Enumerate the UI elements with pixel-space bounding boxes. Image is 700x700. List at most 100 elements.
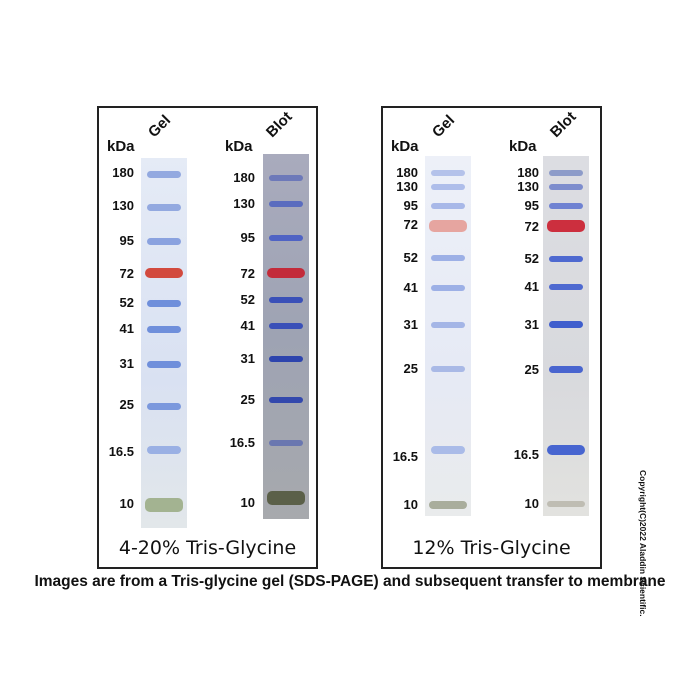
band-25	[269, 397, 303, 403]
band-16-5	[147, 446, 181, 454]
band-130	[147, 204, 181, 211]
panel-12-tris-glycine: kDa Gel 180 130 95 72 52 41 31 25 16.5 1…	[381, 106, 602, 569]
band-41	[269, 323, 303, 329]
band-31	[269, 356, 303, 362]
blot-lane-header-text: Blot	[262, 108, 296, 141]
band-10	[547, 501, 585, 507]
band-180	[147, 171, 181, 178]
band-52	[147, 300, 181, 307]
copyright-notice: Copyright(C)2022 Aladdin Scientific.	[638, 470, 648, 617]
band-72	[547, 220, 585, 232]
mw-label: 41	[119, 321, 134, 336]
gel-lane-header: Gel	[145, 112, 174, 141]
blot-unit-label: kDa	[509, 138, 537, 155]
band-10	[429, 501, 467, 509]
mw-label: 180	[233, 170, 255, 185]
mw-label: 16.5	[229, 435, 255, 450]
band-72	[145, 268, 183, 278]
gel-lane-header: Gel	[429, 112, 458, 141]
band-95	[269, 235, 303, 241]
band-41	[431, 285, 465, 291]
band-130	[431, 184, 465, 190]
mw-label: 180	[396, 165, 418, 180]
blot-lane	[543, 156, 589, 516]
mw-label: 16.5	[108, 444, 134, 459]
mw-label: 130	[396, 179, 418, 194]
mw-label: 41	[403, 280, 418, 295]
mw-label: 130	[517, 179, 539, 194]
band-31	[147, 361, 181, 368]
gel-unit-label: kDa	[107, 138, 135, 155]
mw-label: 25	[119, 397, 134, 412]
band-52	[549, 256, 583, 262]
blot-lane	[263, 154, 309, 519]
band-31	[431, 322, 465, 328]
mw-label: 25	[240, 392, 255, 407]
band-72	[267, 268, 305, 278]
band-16-5	[269, 440, 303, 446]
mw-label: 41	[240, 318, 255, 333]
mw-label: 130	[233, 196, 255, 211]
mw-label: 180	[517, 165, 539, 180]
mw-label: 95	[524, 198, 539, 213]
mw-label: 52	[403, 250, 418, 265]
band-130	[549, 184, 583, 190]
mw-label: 72	[119, 266, 134, 281]
band-180	[269, 175, 303, 181]
blot-lane-header-text: Blot	[546, 108, 580, 141]
band-25	[147, 403, 181, 410]
mw-label: 95	[240, 230, 255, 245]
blot-lane-header: Blot	[263, 108, 296, 141]
mw-label: 72	[403, 217, 418, 232]
band-95	[147, 238, 181, 245]
mw-label: 95	[403, 198, 418, 213]
mw-label: 31	[240, 351, 255, 366]
band-25	[431, 366, 465, 372]
band-52	[269, 297, 303, 303]
mw-label: 25	[403, 361, 418, 376]
blot-unit-label: kDa	[225, 138, 253, 155]
gel-lane-header-text: Gel	[144, 111, 175, 141]
gel-unit-label: kDa	[391, 138, 419, 155]
mw-label: 10	[403, 497, 418, 512]
band-72	[429, 220, 467, 232]
band-52	[431, 255, 465, 261]
mw-label: 10	[240, 495, 255, 510]
gel-lane-header-text: Gel	[428, 111, 459, 141]
band-130	[269, 201, 303, 207]
mw-label: 95	[119, 233, 134, 248]
band-41	[549, 284, 583, 290]
mw-label: 41	[524, 279, 539, 294]
mw-label: 10	[524, 496, 539, 511]
mw-label: 31	[119, 356, 134, 371]
mw-label: 180	[112, 165, 134, 180]
blot-lane-header: Blot	[547, 108, 580, 141]
mw-label: 72	[240, 266, 255, 281]
mw-label: 31	[403, 317, 418, 332]
band-41	[147, 326, 181, 333]
mw-label: 52	[240, 292, 255, 307]
band-10	[145, 498, 183, 512]
band-95	[431, 203, 465, 209]
mw-label: 31	[524, 317, 539, 332]
panel-title: 4-20% Tris-Glycine	[118, 537, 297, 559]
band-16-5	[431, 446, 465, 454]
gel-lane	[141, 158, 187, 528]
panel-4-20-tris-glycine: kDa Gel 180 130 95 72 52 41 31 25 16.5 1…	[97, 106, 318, 569]
band-180	[549, 170, 583, 176]
panel-title: 12% Tris-Glycine	[412, 537, 571, 559]
band-16-5	[547, 445, 585, 455]
mw-label: 72	[524, 219, 539, 234]
mw-label: 10	[119, 496, 134, 511]
mw-label: 52	[524, 251, 539, 266]
gel-lane	[425, 156, 471, 516]
band-95	[549, 203, 583, 209]
band-10	[267, 491, 305, 505]
mw-label: 25	[524, 362, 539, 377]
mw-label: 16.5	[392, 449, 418, 464]
band-25	[549, 366, 583, 373]
figure-caption: Images are from a Tris-glycine gel (SDS-…	[34, 573, 666, 590]
band-31	[549, 321, 583, 328]
mw-label: 16.5	[513, 447, 539, 462]
mw-label: 130	[112, 198, 134, 213]
